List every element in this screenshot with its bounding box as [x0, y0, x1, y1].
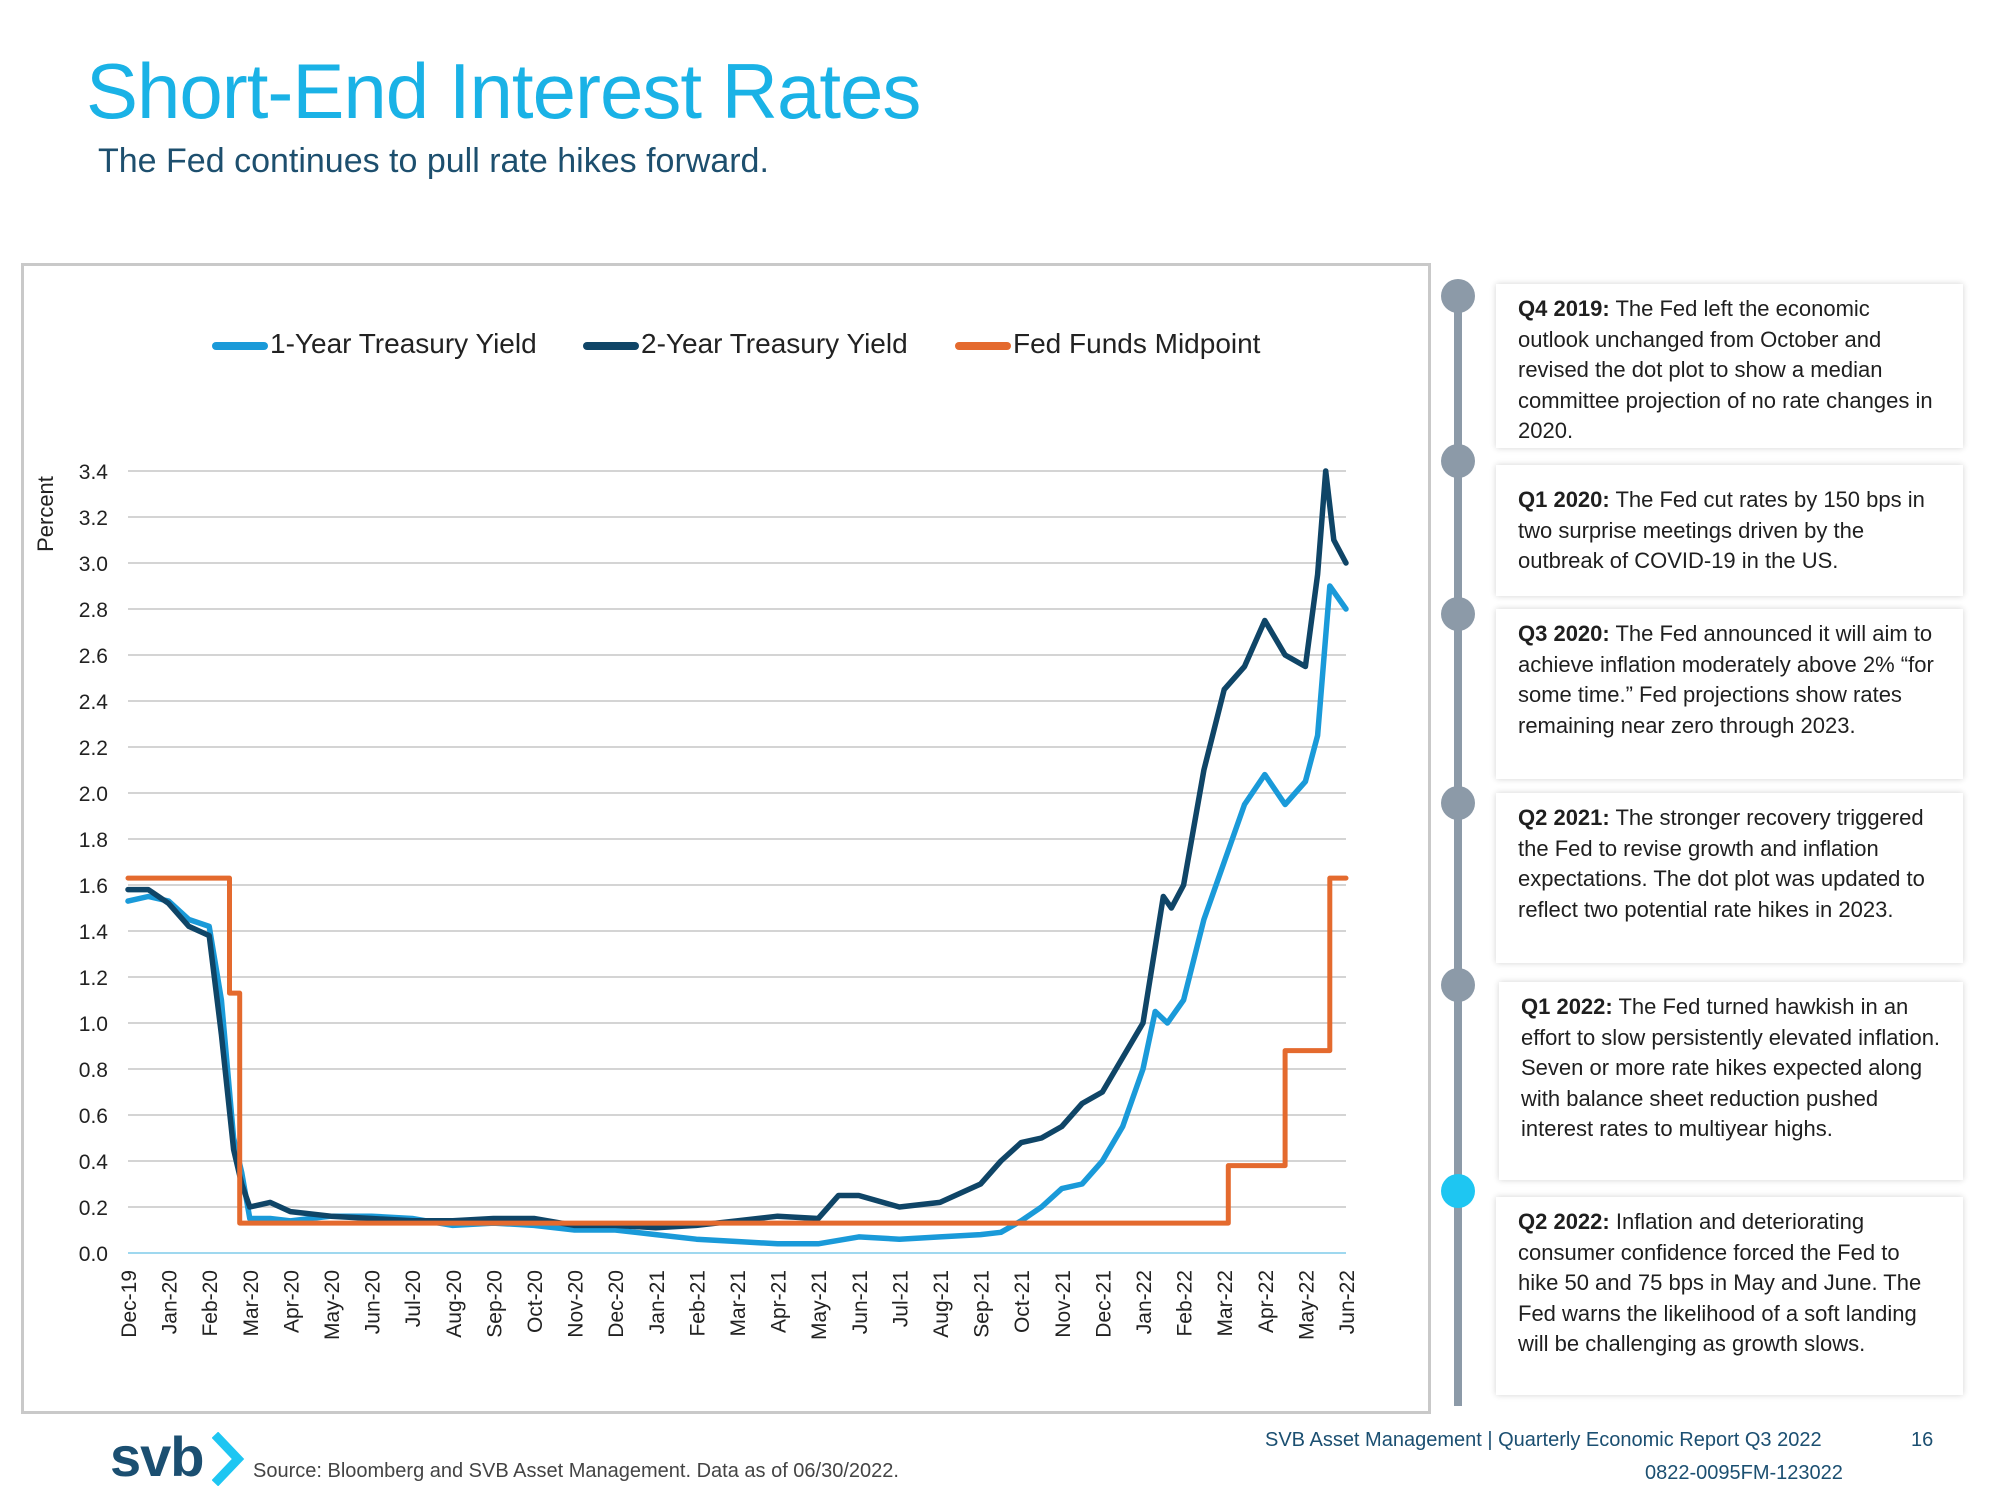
chart-frame	[21, 263, 1431, 1414]
y-tick-label: 2.6	[79, 645, 108, 668]
timeline-event-q1-2020: Q1 2020: The Fed cut rates by 150 bps in…	[1496, 465, 1963, 596]
svb-logo: svb	[110, 1424, 204, 1489]
y-tick-label: 1.2	[79, 967, 108, 990]
page-subtitle: The Fed continues to pull rate hikes for…	[98, 142, 769, 180]
page-number: 16	[1911, 1429, 1934, 1451]
y-tick-label: 1.6	[79, 875, 108, 898]
y-tick-label: 3.0	[79, 553, 108, 576]
event-text: Inflation and deteriorating consumer con…	[1518, 1209, 1922, 1356]
y-tick-label: 0.0	[79, 1243, 108, 1266]
x-tick-label: Mar-20	[240, 1270, 263, 1337]
event-label: Q4 2019:	[1518, 296, 1610, 321]
y-axis-title: Percent	[33, 476, 58, 552]
x-tick-label: Jan-21	[646, 1270, 669, 1334]
x-tick-label: Nov-20	[565, 1270, 588, 1338]
x-tick-label: Aug-21	[930, 1270, 953, 1338]
event-label: Q1 2022:	[1521, 994, 1613, 1019]
x-tick-label: Apr-20	[280, 1270, 303, 1333]
x-tick-label: Dec-20	[605, 1270, 628, 1338]
y-tick-label: 0.4	[79, 1151, 109, 1174]
document-code: 0822-0095FM-123022	[1645, 1462, 1843, 1484]
x-tick-label: Mar-22	[1214, 1270, 1237, 1337]
series-line-fed-funds	[125, 875, 1349, 1226]
x-tick-label: Jul-21	[889, 1270, 912, 1327]
legend-label-fed-funds: Fed Funds Midpoint	[1013, 328, 1261, 359]
y-tick-label: 1.8	[79, 829, 108, 852]
y-tick-label: 2.8	[79, 599, 108, 622]
x-tick-label: Jun-20	[362, 1270, 385, 1334]
x-tick-label: Oct-20	[524, 1270, 547, 1333]
timeline-dot-q4-2019	[1441, 279, 1475, 313]
y-tick-label: 0.8	[79, 1059, 108, 1082]
x-tick-label: Sep-21	[971, 1270, 994, 1338]
series-line-1-year	[125, 583, 1349, 1247]
y-tick-label: 2.4	[79, 691, 109, 714]
series-line-2-year	[125, 468, 1349, 1231]
event-text: The stronger recovery triggered the Fed …	[1518, 805, 1925, 922]
legend-item-fed-funds: Fed Funds Midpoint	[955, 326, 1260, 362]
logo-chevron-icon	[212, 1432, 245, 1486]
timeline-event-q3-2020: Q3 2020: The Fed announced it will aim t…	[1496, 609, 1963, 779]
timeline-line	[1454, 290, 1462, 1406]
event-label: Q2 2022:	[1518, 1209, 1610, 1234]
x-tick-label: May-21	[808, 1270, 831, 1340]
y-tick-label: 2.2	[79, 737, 108, 760]
page-title: Short-End Interest Rates	[86, 47, 921, 135]
legend-label-2-year: 2-Year Treasury Yield	[641, 328, 908, 359]
timeline-dot-q3-2020	[1441, 597, 1475, 631]
x-tick-label: Jul-20	[402, 1270, 425, 1327]
x-tick-label: Aug-20	[443, 1270, 466, 1338]
x-tick-label: Apr-21	[768, 1270, 791, 1333]
y-tick-label: 3.4	[79, 461, 109, 484]
legend-item-1-year: 1-Year Treasury Yield	[212, 326, 537, 362]
event-text: The Fed announced it will aim to achieve…	[1518, 621, 1934, 738]
timeline-dot-q1-2022	[1441, 968, 1475, 1002]
event-text: The Fed left the economic outlook unchan…	[1518, 296, 1933, 443]
x-tick-label: Feb-20	[199, 1270, 222, 1337]
legend-swatch-fed-funds	[955, 341, 1011, 350]
x-tick-label: Jun-22	[1336, 1270, 1359, 1334]
x-tick-label: Oct-21	[1011, 1270, 1034, 1333]
event-label: Q1 2020:	[1518, 487, 1610, 512]
x-tick-label: Sep-20	[483, 1270, 506, 1338]
legend-item-2-year: 2-Year Treasury Yield	[583, 326, 908, 362]
x-tick-label: Jan-22	[1133, 1270, 1156, 1334]
event-text: The Fed turned hawkish in an effort to s…	[1521, 994, 1941, 1141]
x-tick-label: May-22	[1295, 1270, 1318, 1340]
y-tick-label: 2.0	[79, 783, 108, 806]
timeline-event-q2-2021: Q2 2021: The stronger recovery triggered…	[1496, 793, 1963, 963]
timeline-event-q1-2022: Q1 2022: The Fed turned hawkish in an ef…	[1499, 982, 1963, 1180]
timeline-dot-q2-2022	[1441, 1174, 1475, 1208]
x-tick-label: Mar-21	[727, 1270, 750, 1337]
y-tick-label: 1.0	[79, 1013, 108, 1036]
x-tick-label: May-20	[321, 1270, 344, 1340]
x-tick-label: Jun-21	[849, 1270, 872, 1334]
timeline-event-q4-2019: Q4 2019: The Fed left the economic outlo…	[1496, 284, 1963, 448]
event-label: Q2 2021:	[1518, 805, 1610, 830]
timeline-dot-q1-2020	[1441, 444, 1475, 478]
event-text: The Fed cut rates by 150 bps in two surp…	[1518, 487, 1925, 573]
x-tick-label: Jan-20	[159, 1270, 182, 1334]
y-tick-label: 0.2	[79, 1197, 108, 1220]
source-note: Source: Bloomberg and SVB Asset Manageme…	[253, 1460, 899, 1482]
legend-swatch-2-year	[583, 341, 639, 350]
legend-label-1-year: 1-Year Treasury Yield	[270, 328, 537, 359]
event-label: Q3 2020:	[1518, 621, 1610, 646]
timeline-dot-q2-2021	[1441, 786, 1475, 820]
x-tick-label: Apr-22	[1255, 1270, 1278, 1333]
logo-text: svb	[110, 1425, 204, 1488]
report-title: SVB Asset Management | Quarterly Economi…	[1265, 1429, 1822, 1451]
legend-swatch-1-year	[212, 341, 268, 350]
y-tick-label: 3.2	[79, 507, 108, 530]
x-tick-label: Feb-22	[1174, 1270, 1197, 1337]
x-tick-label: Dec-21	[1092, 1270, 1115, 1338]
x-tick-label: Nov-21	[1052, 1270, 1075, 1338]
y-tick-label: 0.6	[79, 1105, 108, 1128]
y-tick-label: 1.4	[79, 921, 109, 944]
x-tick-label: Feb-21	[686, 1270, 709, 1337]
x-tick-label: Dec-19	[118, 1270, 141, 1338]
timeline-event-q2-2022: Q2 2022: Inflation and deteriorating con…	[1496, 1197, 1963, 1395]
